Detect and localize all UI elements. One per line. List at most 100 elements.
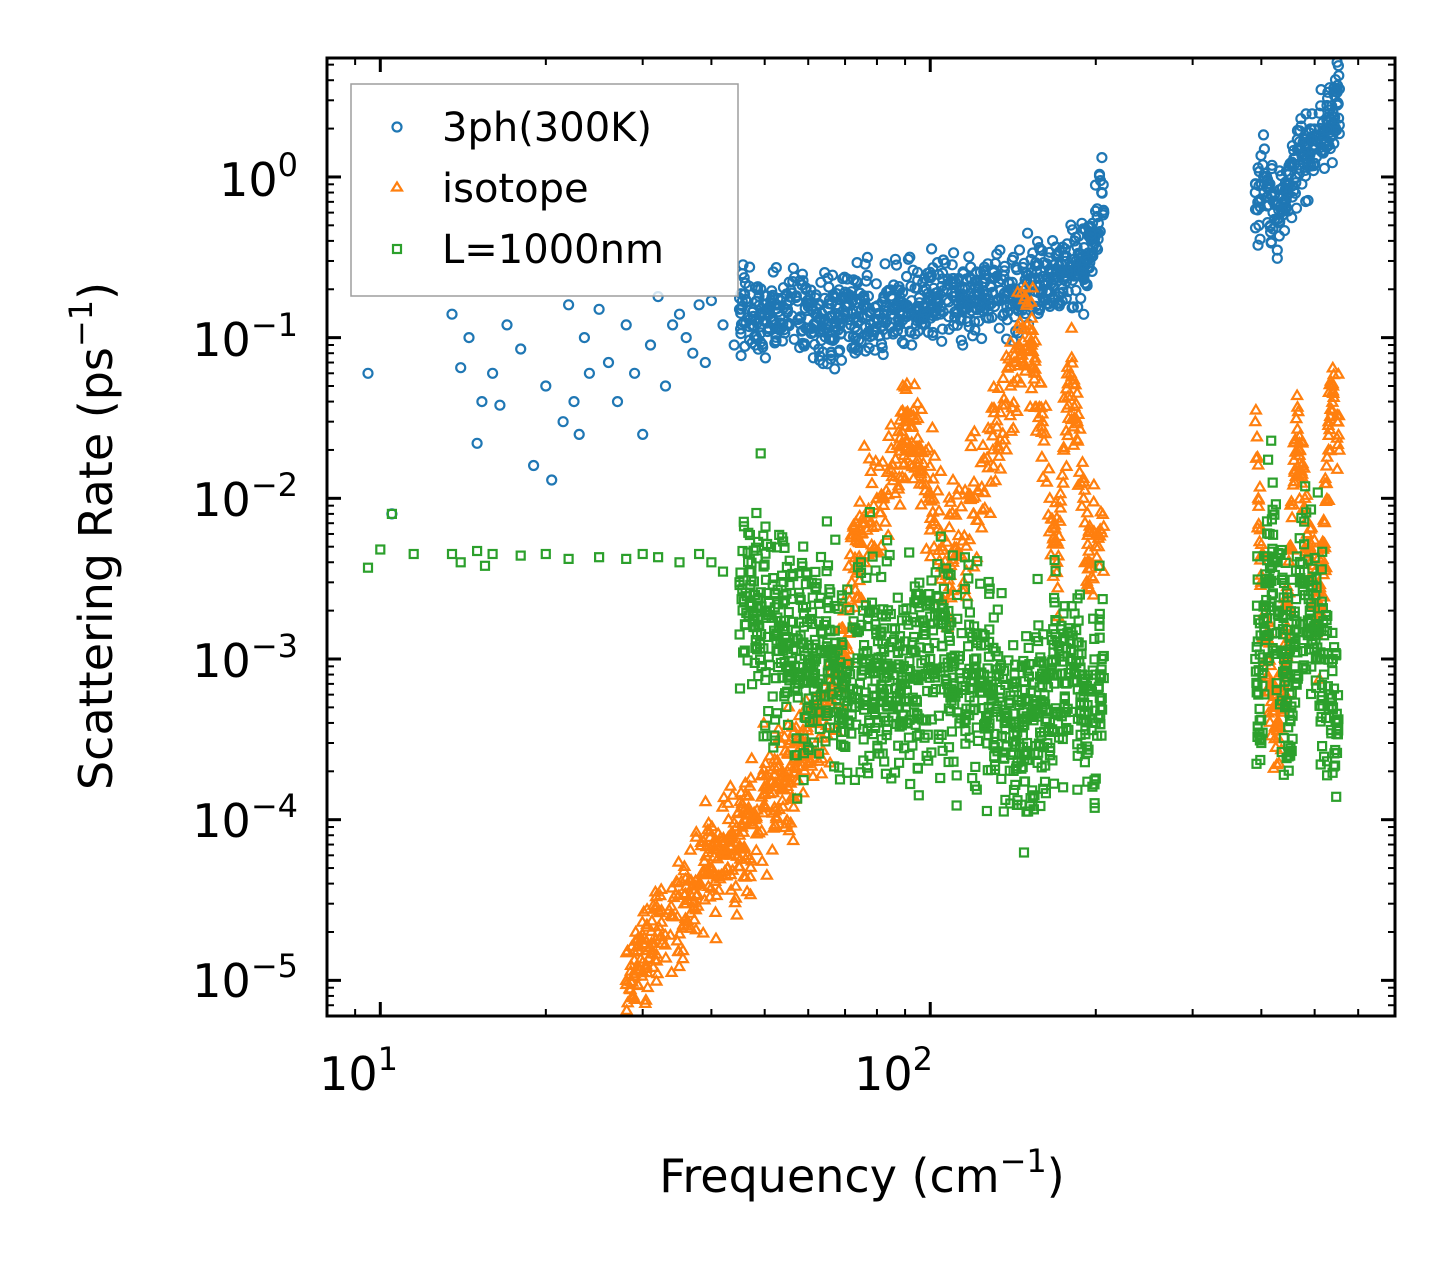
point-isotope — [878, 514, 893, 527]
point-isotope — [760, 782, 775, 794]
point-l1000nm — [717, 566, 729, 577]
point-l1000nm — [1001, 707, 1012, 719]
point-l1000nm — [747, 610, 759, 622]
point-isotope — [1283, 538, 1298, 551]
point-3ph — [836, 291, 848, 303]
point-l1000nm — [797, 669, 808, 680]
point-3ph — [992, 276, 1005, 288]
point-l1000nm — [1073, 649, 1084, 660]
point-l1000nm — [833, 675, 844, 686]
point-l1000nm — [1252, 551, 1263, 562]
legend-label-3ph: 3ph(300K) — [442, 105, 652, 151]
point-3ph — [946, 273, 959, 285]
point-l1000nm — [964, 692, 975, 703]
point-isotope — [1064, 350, 1079, 363]
point-l1000nm — [962, 641, 974, 652]
series-l1000nm-points — [362, 435, 1344, 858]
point-l1000nm — [737, 545, 748, 557]
point-l1000nm — [952, 707, 963, 718]
point-3ph — [1057, 274, 1070, 286]
point-3ph — [1268, 213, 1281, 225]
point-isotope — [1076, 471, 1091, 483]
point-3ph — [889, 253, 902, 265]
point-l1000nm — [1063, 724, 1074, 736]
point-isotope — [641, 951, 656, 963]
point-3ph — [918, 313, 930, 325]
point-l1000nm — [877, 688, 888, 699]
point-isotope — [729, 907, 744, 920]
point-3ph — [501, 319, 513, 331]
point-isotope — [1252, 534, 1267, 547]
point-3ph — [1302, 194, 1314, 207]
point-3ph — [844, 289, 856, 301]
point-isotope — [665, 880, 679, 893]
series-3ph-points — [362, 58, 1346, 520]
point-isotope — [1061, 397, 1076, 410]
point-l1000nm — [1017, 713, 1028, 724]
point-l1000nm — [1250, 666, 1262, 677]
point-3ph — [955, 334, 967, 346]
point-l1000nm — [386, 508, 397, 519]
point-l1000nm — [375, 544, 386, 555]
point-3ph — [809, 292, 822, 304]
point-isotope — [1299, 488, 1314, 500]
point-isotope — [754, 823, 769, 836]
point-isotope — [791, 773, 806, 786]
point-isotope — [905, 459, 920, 472]
point-l1000nm — [798, 774, 809, 786]
point-l1000nm — [1289, 661, 1301, 672]
point-isotope — [811, 754, 826, 766]
point-3ph — [1045, 277, 1058, 289]
point-3ph — [818, 325, 830, 337]
point-isotope — [895, 378, 910, 391]
point-l1000nm — [1320, 712, 1332, 724]
point-isotope — [723, 779, 738, 791]
point-l1000nm — [860, 694, 871, 705]
point-isotope — [1291, 442, 1306, 455]
point-l1000nm — [766, 612, 777, 623]
point-isotope — [743, 771, 758, 783]
point-l1000nm — [820, 681, 831, 692]
point-3ph — [898, 337, 910, 350]
point-l1000nm — [975, 578, 986, 589]
point-3ph — [1085, 232, 1097, 244]
point-l1000nm — [887, 623, 898, 634]
point-isotope — [884, 417, 899, 430]
point-3ph — [956, 293, 969, 305]
point-isotope — [636, 936, 650, 949]
point-isotope — [676, 917, 691, 930]
point-isotope — [779, 816, 794, 829]
point-isotope — [888, 452, 903, 464]
point-l1000nm — [362, 562, 374, 573]
point-l1000nm — [844, 718, 855, 729]
point-isotope — [1086, 587, 1101, 600]
point-isotope — [871, 544, 886, 556]
point-isotope — [1034, 419, 1049, 432]
point-l1000nm — [1004, 765, 1015, 776]
point-l1000nm — [901, 603, 912, 614]
point-isotope — [1031, 410, 1046, 423]
point-l1000nm — [983, 707, 995, 718]
point-l1000nm — [904, 547, 915, 558]
point-isotope — [989, 413, 1004, 426]
point-l1000nm — [893, 659, 904, 670]
point-3ph — [515, 343, 527, 355]
point-l1000nm — [815, 592, 826, 603]
point-3ph — [1326, 157, 1338, 169]
point-isotope — [918, 443, 933, 456]
point-l1000nm — [1254, 703, 1265, 715]
point-isotope — [644, 943, 659, 956]
point-isotope — [1267, 731, 1282, 744]
point-isotope — [910, 411, 925, 424]
point-isotope — [919, 542, 934, 554]
point-isotope — [767, 752, 782, 764]
point-isotope — [1290, 421, 1305, 434]
point-3ph — [848, 342, 861, 354]
point-l1000nm — [1025, 792, 1036, 804]
point-l1000nm — [1032, 573, 1043, 585]
point-l1000nm — [842, 767, 853, 778]
point-isotope — [717, 842, 732, 855]
point-l1000nm — [739, 645, 750, 656]
point-isotope — [879, 483, 894, 496]
point-isotope — [875, 455, 890, 467]
